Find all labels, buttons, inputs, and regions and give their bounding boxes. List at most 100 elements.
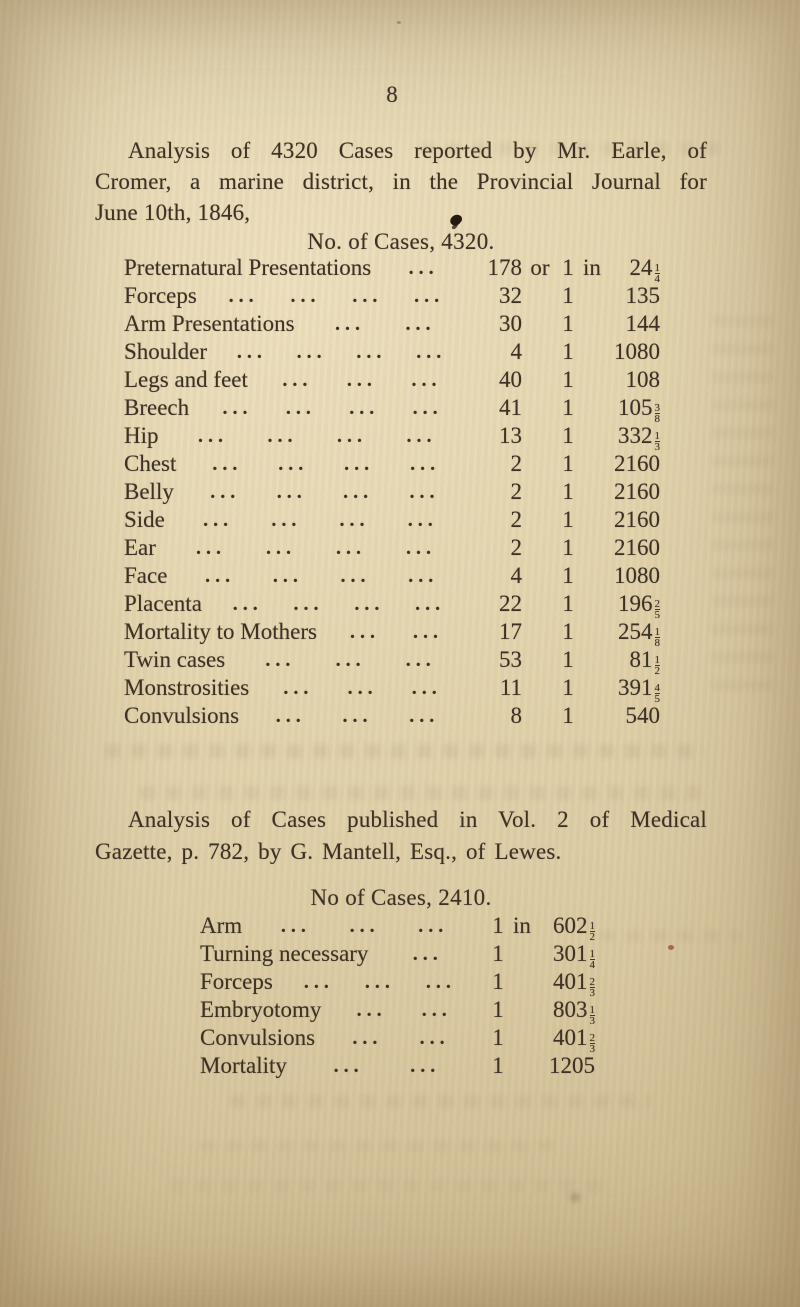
leader-dots: ......... — [242, 912, 487, 940]
dot-group: ... — [285, 397, 316, 419]
dot-group: ... — [280, 915, 311, 937]
row-label: Shoulder — [124, 339, 208, 364]
one-cell: 1 — [562, 423, 574, 448]
count-cell: 11 — [499, 675, 522, 700]
fraction-denominator: 4 — [654, 273, 660, 285]
bleedthrough-smudge — [420, 142, 720, 155]
fraction-numerator: 2 — [589, 976, 596, 988]
row-label: Forceps — [124, 283, 197, 308]
dot-group: ... — [296, 341, 327, 363]
dot-group: ... — [414, 285, 445, 307]
section1-table-caption: No. of Cases, 4320. — [307, 229, 495, 254]
one-cell: 1 — [562, 535, 574, 560]
bleedthrough-smudge — [105, 744, 705, 758]
table-row: Shoulder............ 4 1 1080 — [124, 338, 660, 366]
ratio-cell: 81 1 2 — [629, 647, 661, 677]
ratio-cell: 2160 — [614, 479, 660, 504]
count-cell: 13 — [499, 423, 522, 448]
ratio-cell: 135 — [625, 283, 661, 308]
row-label: Arm Presentations — [124, 311, 295, 336]
fraction-denominator: 5 — [654, 609, 660, 621]
leader-dots: ............ — [156, 534, 476, 562]
leader-dots: ...... — [315, 1024, 487, 1052]
fraction-denominator: 4 — [589, 959, 595, 971]
dot-group: ... — [421, 999, 452, 1021]
dot-group: ... — [203, 509, 234, 531]
table-row: Ear............ 2 1 2160 — [124, 534, 660, 562]
fraction-denominator: 8 — [654, 413, 660, 425]
dot-group: ... — [340, 565, 371, 587]
row-label: Turning necessary — [200, 941, 369, 966]
paper-smudge — [570, 1193, 580, 1202]
ratio-cell: 254 1 8 — [618, 619, 660, 649]
intro-line: Gazette, p. 782, by G. Mantell, Esq., of… — [95, 839, 562, 864]
table-row: Placenta............ 22 1 196 2 5 — [124, 590, 660, 621]
fraction-denominator: 5 — [654, 693, 660, 705]
row-leader: Legs and feet......... — [124, 366, 476, 394]
row-leader: Breech............ — [124, 394, 476, 422]
dot-group: ... — [356, 341, 387, 363]
leader-dots: ......... — [225, 646, 476, 674]
dot-group: ... — [349, 621, 380, 643]
leader-dots: ......... — [249, 674, 476, 702]
one-cell: 1 — [492, 1025, 504, 1050]
fraction-denominator: 3 — [589, 1043, 595, 1055]
dot-group: ... — [232, 593, 263, 615]
dot-group: ... — [409, 481, 440, 503]
dot-group: ... — [412, 943, 443, 965]
fraction-denominator: 3 — [589, 1015, 595, 1027]
leader-dots: ............ — [167, 562, 476, 590]
table-row: Legs and feet......... 40 1 108 — [124, 366, 660, 394]
dot-group: ... — [228, 285, 259, 307]
ratio-cell: 1205 — [549, 1053, 595, 1078]
paper-speck — [397, 21, 401, 24]
dot-group: ... — [276, 481, 307, 503]
table-row: Breech............ 41 1 105 3 8 — [124, 394, 661, 425]
ratio-cell: 803 1 3 — [553, 997, 595, 1027]
dot-group: ... — [339, 509, 370, 531]
leader-dots: ......... — [273, 968, 487, 996]
dot-group: ... — [415, 593, 446, 615]
dot-group: ... — [412, 397, 443, 419]
row-leader: Mortality to Mothers...... — [124, 618, 476, 646]
fraction-numerator: 1 — [654, 654, 661, 666]
table-row: Chest............ 2 1 2160 — [124, 450, 660, 478]
one-cell: 1 — [562, 451, 574, 476]
row-label: Belly — [124, 479, 174, 504]
dot-group: ... — [335, 313, 366, 335]
dot-group: ... — [408, 257, 439, 279]
fraction-numerator: 2 — [589, 1032, 596, 1044]
dot-group: ... — [419, 1027, 450, 1049]
fraction-numerator: 3 — [654, 402, 661, 414]
count-cell: 8 — [510, 703, 523, 728]
dot-group: ... — [344, 453, 375, 475]
row-label: Placenta — [124, 591, 202, 616]
dot-group: ... — [278, 453, 309, 475]
one-cell: 1 — [562, 367, 574, 392]
fraction-denominator: 2 — [654, 665, 660, 677]
dot-group: ... — [271, 509, 302, 531]
one-cell: 1 — [562, 395, 574, 420]
dot-group: ... — [282, 369, 313, 391]
table-row: Mortality to Mothers...... 17 1 254 1 8 — [124, 618, 660, 649]
dot-group: ... — [205, 565, 236, 587]
row-leader: Twin cases......... — [124, 646, 476, 674]
fraction-numerator: 1 — [589, 920, 596, 932]
dot-group: ... — [198, 425, 228, 447]
row-label: Preternatural Presentations — [124, 255, 372, 280]
dot-group: ... — [265, 649, 296, 671]
intro-line: Cromer, a marine district, in the Provin… — [95, 169, 707, 194]
leader-dots: ............ — [174, 478, 476, 506]
one-cell: 1 — [562, 311, 574, 336]
leader-dots: ............ — [202, 590, 476, 618]
dot-group: ... — [352, 1027, 383, 1049]
table-row: Arm......... 1 in 602 1 2 — [200, 912, 596, 943]
fraction-numerator: 1 — [589, 948, 596, 960]
row-leader: Convulsions......... — [124, 702, 476, 730]
bleedthrough-smudge — [230, 1095, 650, 1108]
section1-intro-paragraph: Analysis of 4320 Cases reported by Mr. E… — [95, 135, 707, 228]
bleedthrough-smudge — [200, 1140, 560, 1152]
